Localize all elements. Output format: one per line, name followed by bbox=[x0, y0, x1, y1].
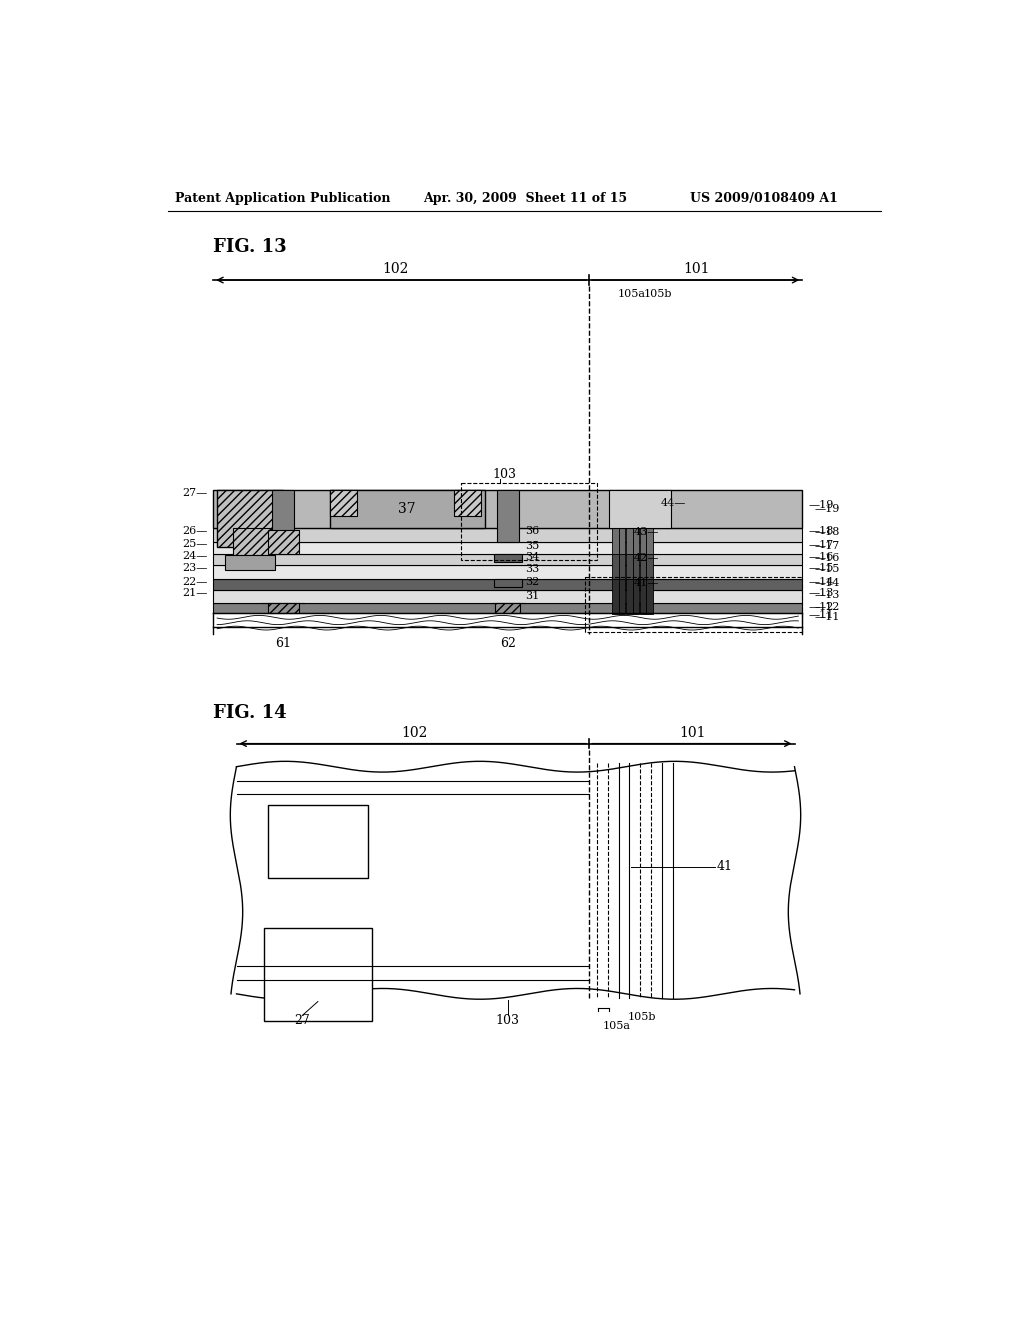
Bar bbox=[267, 805, 369, 878]
Text: 101: 101 bbox=[679, 726, 706, 739]
Bar bbox=[633, 554, 639, 578]
Bar bbox=[640, 554, 646, 578]
Bar bbox=[213, 603, 802, 612]
Text: —12: —12 bbox=[809, 602, 834, 611]
Text: —17: —17 bbox=[809, 540, 834, 550]
Text: 44—: 44— bbox=[660, 499, 686, 508]
Bar bbox=[612, 528, 618, 554]
Text: 34: 34 bbox=[524, 552, 539, 562]
Text: —12: —12 bbox=[815, 602, 840, 612]
Bar bbox=[618, 528, 625, 554]
Bar bbox=[646, 578, 652, 614]
Text: —18: —18 bbox=[815, 527, 840, 537]
Text: 25—: 25— bbox=[182, 539, 208, 549]
Text: —17: —17 bbox=[815, 541, 840, 550]
Text: 105a: 105a bbox=[617, 289, 646, 298]
Bar bbox=[272, 490, 294, 543]
Bar bbox=[330, 490, 484, 528]
Bar bbox=[232, 528, 271, 554]
Text: 43—: 43— bbox=[634, 527, 658, 537]
Bar bbox=[267, 603, 299, 612]
Text: —14: —14 bbox=[815, 578, 840, 587]
Bar bbox=[454, 490, 480, 516]
Text: FIG. 13: FIG. 13 bbox=[213, 238, 287, 256]
Text: 103: 103 bbox=[496, 1014, 520, 1027]
Text: 35: 35 bbox=[524, 541, 539, 550]
Text: 31: 31 bbox=[524, 591, 539, 601]
Text: 41: 41 bbox=[717, 861, 733, 874]
Text: 41—: 41— bbox=[634, 578, 658, 587]
Bar bbox=[496, 603, 520, 612]
Text: 33: 33 bbox=[524, 564, 539, 574]
Text: —11: —11 bbox=[815, 611, 840, 622]
Text: Apr. 30, 2009  Sheet 11 of 15: Apr. 30, 2009 Sheet 11 of 15 bbox=[423, 191, 627, 205]
Bar bbox=[627, 528, 633, 554]
Bar bbox=[213, 590, 802, 603]
Text: 24—: 24— bbox=[182, 552, 208, 561]
Bar bbox=[225, 554, 275, 570]
Text: 21—: 21— bbox=[182, 589, 208, 598]
Text: —15: —15 bbox=[809, 564, 834, 573]
Text: 62: 62 bbox=[500, 638, 516, 649]
Bar bbox=[330, 490, 356, 516]
Text: —14: —14 bbox=[809, 577, 834, 587]
Bar bbox=[494, 578, 521, 586]
Text: 102: 102 bbox=[382, 263, 409, 276]
Bar bbox=[618, 578, 625, 614]
Text: 102: 102 bbox=[401, 726, 428, 739]
Bar bbox=[213, 543, 802, 554]
Bar bbox=[461, 483, 597, 560]
Bar bbox=[267, 531, 299, 554]
Text: 37: 37 bbox=[398, 502, 416, 516]
Text: FIG. 14: FIG. 14 bbox=[213, 704, 287, 722]
Text: —19: —19 bbox=[809, 500, 834, 510]
Bar bbox=[633, 578, 639, 614]
Bar bbox=[633, 528, 639, 554]
Bar bbox=[618, 554, 625, 578]
Bar bbox=[213, 554, 802, 565]
Bar bbox=[213, 528, 802, 541]
Bar bbox=[213, 578, 802, 590]
Bar bbox=[586, 577, 802, 632]
Text: 105b: 105b bbox=[643, 289, 672, 298]
Text: 36: 36 bbox=[524, 527, 539, 536]
Bar bbox=[213, 490, 802, 528]
Text: 42—: 42— bbox=[634, 553, 658, 564]
Bar bbox=[612, 578, 618, 614]
Bar bbox=[627, 554, 633, 578]
Bar bbox=[497, 490, 518, 543]
Bar bbox=[494, 554, 521, 562]
Text: US 2009/0108409 A1: US 2009/0108409 A1 bbox=[689, 191, 838, 205]
Text: —13: —13 bbox=[809, 589, 834, 598]
Text: 26—: 26— bbox=[182, 527, 208, 536]
Bar bbox=[213, 565, 802, 578]
Text: 32: 32 bbox=[524, 577, 539, 587]
Bar bbox=[627, 578, 633, 614]
Text: —19: —19 bbox=[815, 504, 840, 513]
Text: 103: 103 bbox=[493, 467, 516, 480]
Text: 22—: 22— bbox=[182, 577, 208, 587]
Text: 27: 27 bbox=[295, 1014, 310, 1027]
Text: 101: 101 bbox=[683, 263, 710, 276]
Text: 105b: 105b bbox=[628, 1012, 656, 1022]
Bar bbox=[612, 554, 618, 578]
Text: 23—: 23— bbox=[182, 564, 208, 573]
Bar bbox=[640, 578, 646, 614]
Bar bbox=[640, 528, 646, 554]
Text: —16: —16 bbox=[815, 553, 840, 564]
Text: —18: —18 bbox=[809, 527, 834, 536]
Text: 105a: 105a bbox=[602, 1022, 631, 1031]
Bar bbox=[646, 528, 652, 554]
Text: —11: —11 bbox=[809, 610, 834, 620]
Text: 61: 61 bbox=[275, 638, 291, 649]
Bar bbox=[263, 928, 372, 1020]
Text: Patent Application Publication: Patent Application Publication bbox=[175, 191, 391, 205]
Bar bbox=[608, 490, 671, 528]
Bar bbox=[217, 490, 283, 548]
Text: 27—: 27— bbox=[182, 488, 208, 499]
Bar bbox=[646, 554, 652, 578]
Text: —16: —16 bbox=[809, 552, 834, 562]
Text: —15: —15 bbox=[815, 564, 840, 574]
Text: —13: —13 bbox=[815, 590, 840, 601]
